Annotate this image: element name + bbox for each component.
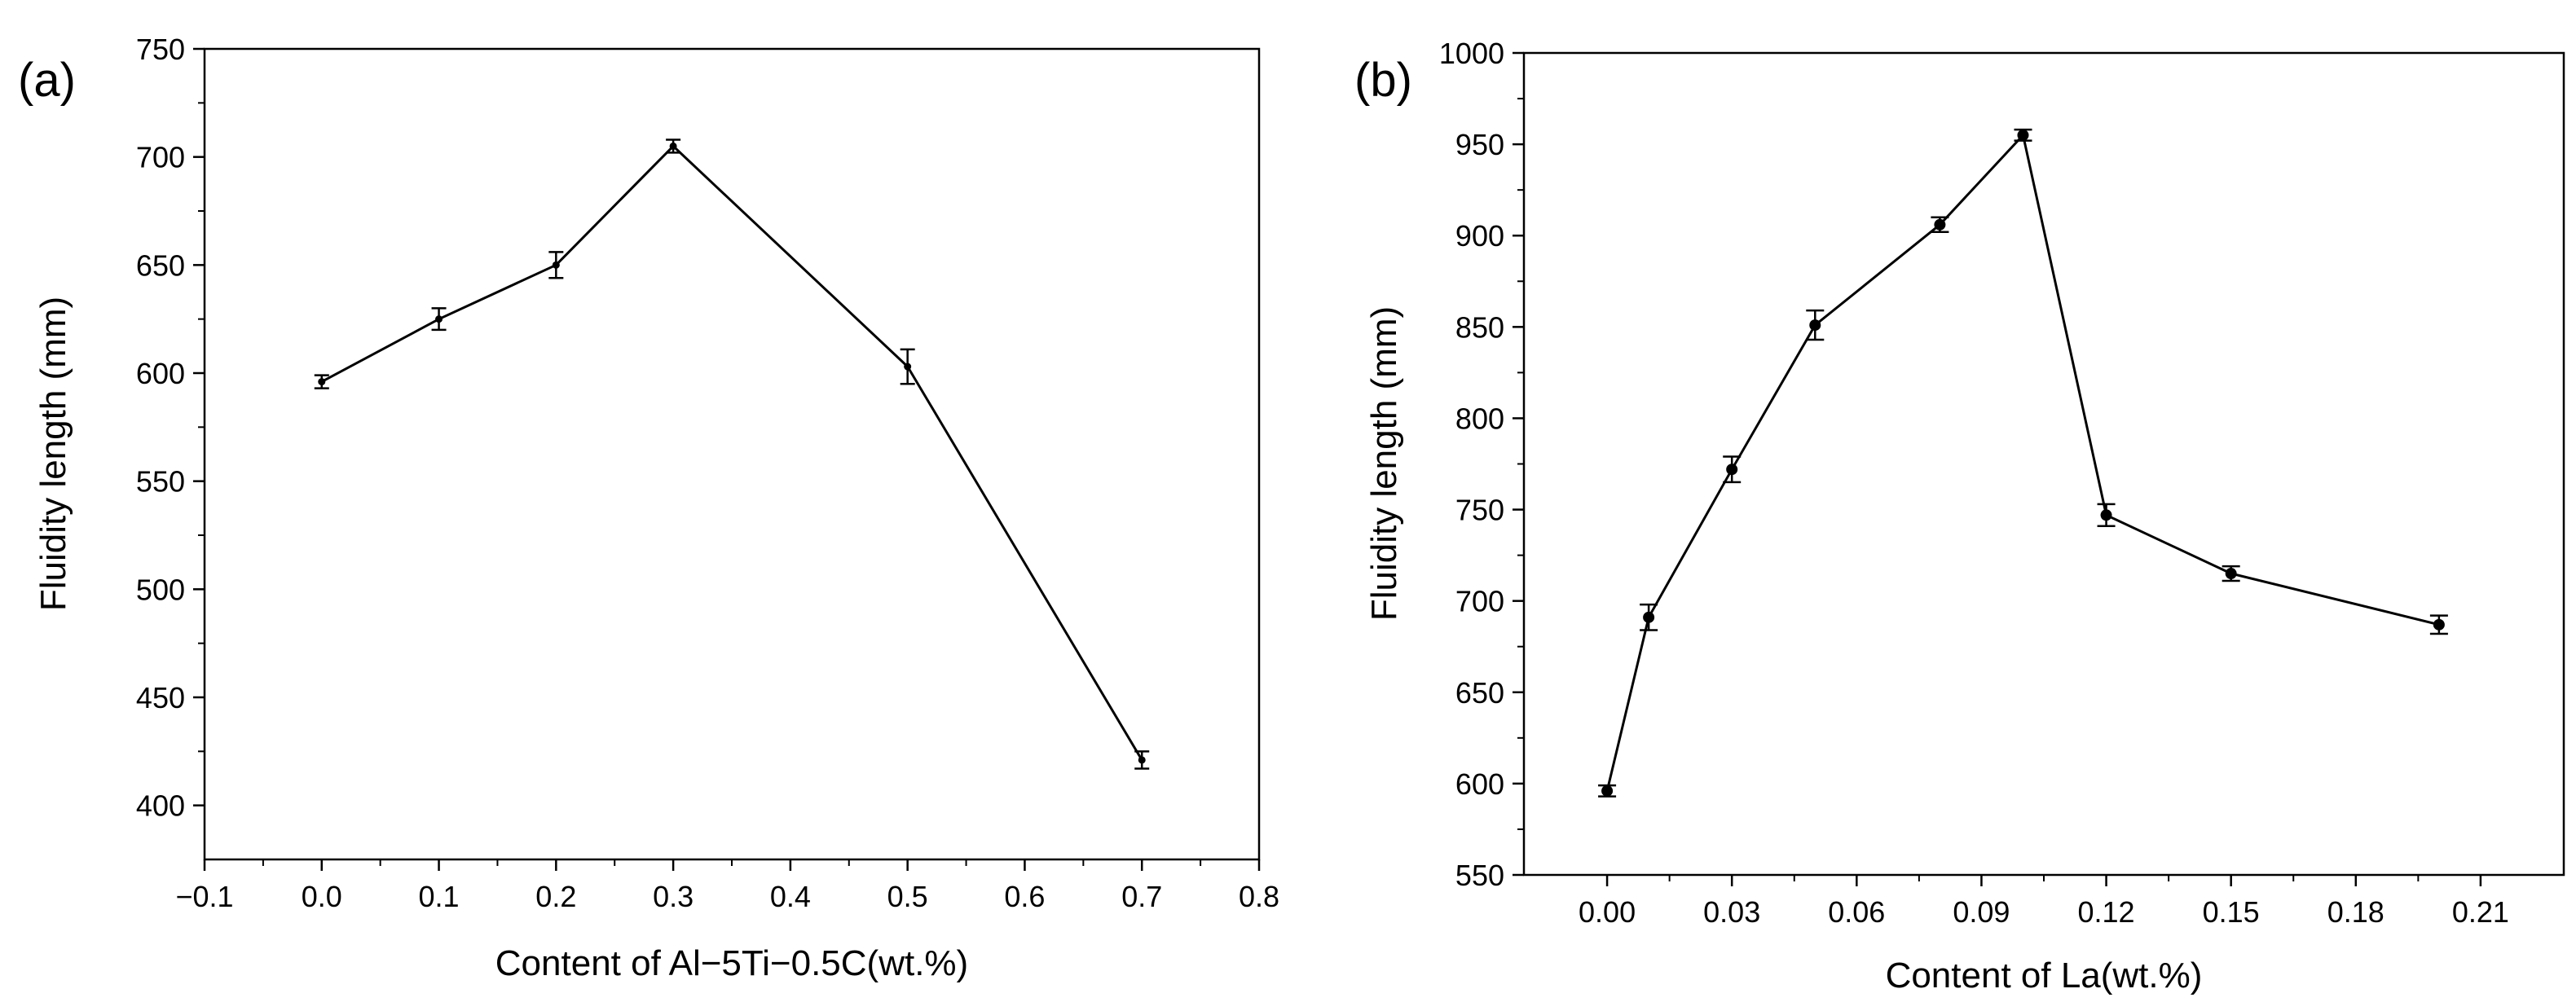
- panel-b-y-tick-label: 650: [1455, 676, 1504, 710]
- panel-a-y-tick-label: 550: [136, 465, 185, 499]
- panel-b-y-tick-label: 600: [1455, 767, 1504, 801]
- panel-a-y-tick-label: 650: [136, 248, 185, 282]
- panel-b-data-marks: [1598, 128, 2448, 798]
- panel-a-y-tick-label: 600: [136, 357, 185, 390]
- panel-a-x-tick-label: 0.4: [770, 880, 811, 913]
- panel-b-y-tick-label: 850: [1455, 310, 1504, 344]
- panel-a-chart: (a) −0.1 0.0 0.1 0.2 0.3 0.4 0.5 0.6 0.7 0.8 400 45…: [18, 33, 1279, 983]
- panel-b-x-tick-label: 0.18: [2327, 895, 2384, 929]
- panel-a-x-axis-title: Content of Al−5Ti−0.5C(wt.%): [495, 943, 968, 983]
- panel-a-x-tick-label: 0.6: [1004, 880, 1045, 913]
- panel-b-x-tick-label: 0.09: [1953, 895, 2010, 929]
- panel-b-data-point: [1934, 218, 1946, 231]
- panel-b-x-tick-label: 0.21: [2452, 895, 2509, 929]
- panel-b-y-tick-label: 750: [1455, 494, 1504, 527]
- panel-a-x-tick-label: 0.8: [1239, 880, 1279, 913]
- panel-b-data-point: [2433, 618, 2445, 631]
- panel-b-data-point: [1601, 784, 1614, 797]
- panel-b-chart: (b) 0.00 0.03 0.06 0.09 0.12 0.15 0.18 0.21 550 6…: [1354, 37, 2565, 995]
- panel-b-y-tick-label: 1000: [1439, 37, 1504, 70]
- panel-a-x-tick-label: 0.3: [653, 880, 694, 913]
- panel-b-y-tick-label: 700: [1455, 585, 1504, 618]
- panel-a-y-tick-label: 750: [136, 33, 185, 66]
- panel-b-data-point: [2225, 568, 2237, 580]
- panel-b-x-tick-label: 0.15: [2203, 895, 2260, 929]
- panel-a-x-tick-label: −0.1: [175, 880, 233, 913]
- panel-b-x-axis-title: Content of La(wt.%): [1886, 956, 2203, 995]
- panel-b-x-tick-label: 0.06: [1828, 895, 1885, 929]
- panel-b-ticks: 0.00 0.03 0.06 0.09 0.12 0.15 0.18 0.21 550 600 65…: [1439, 37, 2509, 929]
- panel-a-x-tick-label: 0.2: [535, 880, 576, 913]
- panel-a-data-point: [552, 261, 560, 269]
- panel-a-data-point: [435, 315, 443, 323]
- panel-a-x-tick-label: 0.5: [887, 880, 928, 913]
- panel-b-x-tick-label: 0.00: [1579, 895, 1636, 929]
- panel-a-y-tick-label: 700: [136, 141, 185, 174]
- panel-b-y-tick-label: 900: [1455, 219, 1504, 253]
- panel-a-label: (a): [18, 54, 76, 107]
- panel-a-ticks: −0.1 0.0 0.1 0.2 0.3 0.4 0.5 0.6 0.7 0.8 400 450 500…: [136, 33, 1279, 913]
- panel-b-y-tick-label: 800: [1455, 402, 1504, 435]
- panel-b-y-tick-label: 550: [1455, 859, 1504, 892]
- panel-b-data-point: [1809, 319, 1821, 332]
- panel-a-x-tick-label: 0.0: [302, 880, 342, 913]
- panel-a-x-tick-label: 0.1: [419, 880, 460, 913]
- panel-b-data-point: [1726, 464, 1738, 476]
- panel-b-label: (b): [1354, 54, 1412, 107]
- panel-a-y-axis-title: Fluidity length (mm): [33, 297, 73, 611]
- panel-a-data-point: [318, 378, 326, 386]
- panel-b-y-axis-title: Fluidity length (mm): [1364, 306, 1404, 621]
- panel-a-series-line: [321, 144, 1143, 761]
- panel-b-x-tick-label: 0.12: [2078, 895, 2135, 929]
- panel-a-y-tick-label: 450: [136, 681, 185, 714]
- panel-b-data-point: [2100, 509, 2112, 521]
- panel-a-data-point: [669, 142, 677, 150]
- panel-b-y-tick-label: 950: [1455, 128, 1504, 161]
- panel-a-x-tick-label: 0.7: [1121, 880, 1162, 913]
- panel-b-x-tick-label: 0.03: [1703, 895, 1760, 929]
- panel-a-data-marks: [314, 138, 1150, 770]
- panel-a-y-tick-label: 400: [136, 789, 185, 823]
- panel-b-data-point: [1643, 611, 1655, 623]
- panel-a-y-tick-label: 500: [136, 573, 185, 606]
- panel-a-data-point: [1138, 756, 1146, 764]
- panel-b-data-point: [2017, 129, 2029, 141]
- panel-a-data-point: [904, 363, 912, 371]
